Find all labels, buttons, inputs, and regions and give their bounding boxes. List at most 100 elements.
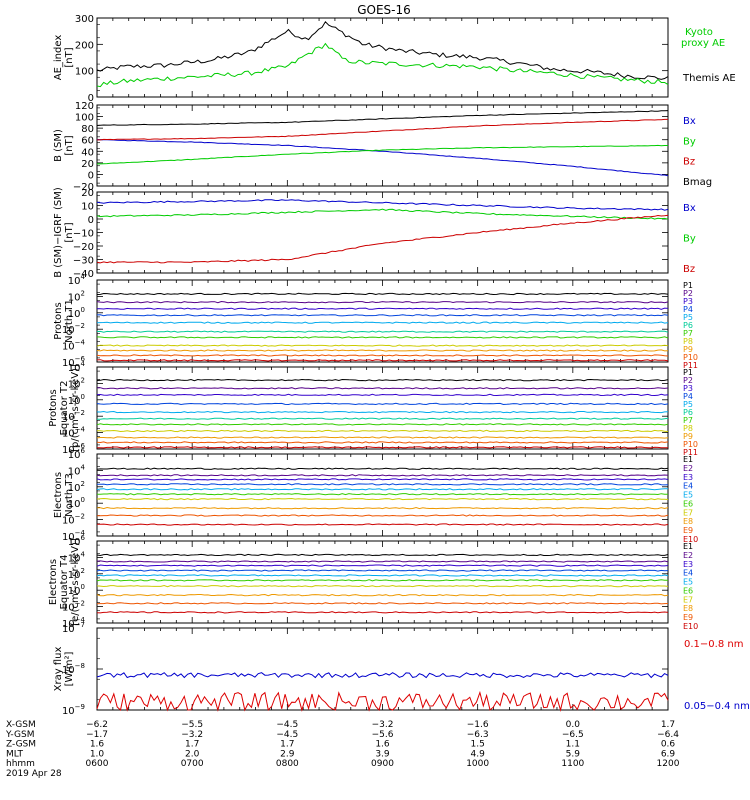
y-axis-label: Xray flux <box>53 647 64 692</box>
series-line <box>96 402 669 406</box>
series-line <box>96 446 669 449</box>
y-tick-exponent: 4 <box>81 463 86 471</box>
orbit-value: 1.7 <box>280 740 294 750</box>
orbit-value: −3.2 <box>181 730 203 740</box>
legend-entry: E9 <box>683 613 693 622</box>
series-line <box>96 672 669 679</box>
y-tick-exponent: 4 <box>81 360 86 368</box>
orbit-row-label: MLT <box>6 749 24 759</box>
series-line <box>96 474 669 477</box>
orbit-value: 1.7 <box>185 740 199 750</box>
y-tick-exponent: 4 <box>81 273 86 281</box>
y-axis-label: [p/(cm²-s-sr-keV)] <box>70 364 81 452</box>
orbit-value: −6.5 <box>562 730 584 740</box>
y-tick-exponent: 0 <box>81 496 85 504</box>
y-axis-label: Protons <box>53 302 64 339</box>
y-tick-label: 40 <box>81 147 94 158</box>
legend-entry: P10 <box>683 353 698 362</box>
y-axis-label: [e/(cm²-s-sr-keV)] <box>70 538 81 626</box>
orbit-value: 0.0 <box>566 720 581 730</box>
orbit-value: 2.9 <box>280 749 295 759</box>
y-tick-exponent: 0 <box>81 583 85 591</box>
y-tick-exponent: 2 <box>81 289 85 297</box>
panel-bigrf: −40 −30 −20 −10 0 10 20 B (SM)−IGRF (SM) [nT] Bx B… <box>53 187 696 280</box>
legend-entry: E10 <box>683 622 698 631</box>
orbit-value: −1.6 <box>467 720 489 730</box>
series-line <box>96 488 669 491</box>
series-line <box>96 441 669 444</box>
y-tick-exponent: 2 <box>81 480 85 488</box>
series-line <box>96 344 669 347</box>
series-line <box>96 497 669 501</box>
panel-frame <box>96 104 669 187</box>
y-tick-label: 10−9 <box>62 703 85 717</box>
y-tick-label: −20 <box>73 242 94 253</box>
series-line <box>96 423 669 426</box>
panel-ae: 0 100 200 300 AE_index [nT] Themis AE Kyotoprox… <box>53 14 736 104</box>
orbit-value: 2.0 <box>185 749 200 759</box>
orbit-value: −3.2 <box>372 720 394 730</box>
y-tick-exponent: 4 <box>81 550 86 558</box>
legend-entry: P5 <box>683 313 693 322</box>
orbit-value: 0900 <box>371 759 394 769</box>
y-tick-exponent: 0 <box>81 393 85 401</box>
orbit-value: −5.5 <box>181 720 203 730</box>
y-axis-label: AE_index <box>53 35 64 81</box>
series-line <box>97 144 668 165</box>
orbit-value: 0600 <box>86 759 109 769</box>
legend-entry: P10 <box>683 440 698 449</box>
plot-title: GOES-16 <box>357 3 411 17</box>
orbit-value: −5.6 <box>372 730 394 740</box>
legend-entry: P8 <box>683 424 693 433</box>
legend-entry: E9 <box>683 526 693 535</box>
legend-entry: P2 <box>683 289 693 298</box>
y-tick-exponent: 6 <box>81 447 86 455</box>
y-tick-exponent: −7 <box>75 621 85 629</box>
legend-entry: 0.1−0.8 nm <box>684 639 743 650</box>
legend-entry: P11 <box>683 448 698 457</box>
orbit-value: −6.4 <box>657 730 679 740</box>
series-line <box>96 354 669 357</box>
legend-entry: P2 <box>683 376 693 385</box>
series-line <box>96 292 669 296</box>
series-line <box>97 429 669 433</box>
orbit-value: −4.5 <box>276 730 298 740</box>
legend-entry: E5 <box>683 578 693 587</box>
y-axis-label: North T3 <box>64 473 75 517</box>
legend-entry: P9 <box>683 432 693 441</box>
orbit-value: 5.9 <box>566 749 581 759</box>
legend-entry: P1 <box>683 281 693 290</box>
y-tick-exponent: −4 <box>75 616 86 624</box>
legend-entry: P7 <box>683 329 693 338</box>
series-line <box>96 593 669 597</box>
legend-entry: P6 <box>683 408 693 417</box>
y-tick-exponent: −4 <box>75 529 86 537</box>
y-tick-exponent: 2 <box>81 567 85 575</box>
orbit-value: 6.9 <box>661 749 676 759</box>
orbit-value: 1.5 <box>471 740 485 750</box>
series-line <box>96 523 669 526</box>
y-tick-exponent: −2 <box>75 322 85 330</box>
series-line <box>96 584 669 588</box>
series-line <box>96 417 669 420</box>
series-line <box>96 564 669 567</box>
y-tick-exponent: 2 <box>81 376 85 384</box>
y-tick-label: 0 <box>88 170 94 181</box>
series-line <box>96 378 669 382</box>
y-tick-exponent: −8 <box>75 662 85 670</box>
series-line <box>97 118 668 141</box>
y-axis-label: Electrons <box>48 559 59 605</box>
y-tick-exponent: 6 <box>81 534 86 542</box>
y-tick-exponent: 0 <box>81 306 85 314</box>
y-axis-label: Electrons <box>53 472 64 518</box>
orbit-value: 1.0 <box>90 749 105 759</box>
orbit-row-label: X-GSM <box>6 720 36 730</box>
orbit-value: −6.3 <box>467 730 489 740</box>
y-axis-label: Equator T4 <box>59 555 70 610</box>
y-tick-exponent: −6 <box>75 442 86 450</box>
legend-entry: proxy AE <box>681 38 725 49</box>
legend-entry: P3 <box>683 384 693 393</box>
legend-entry: E1 <box>683 542 693 551</box>
